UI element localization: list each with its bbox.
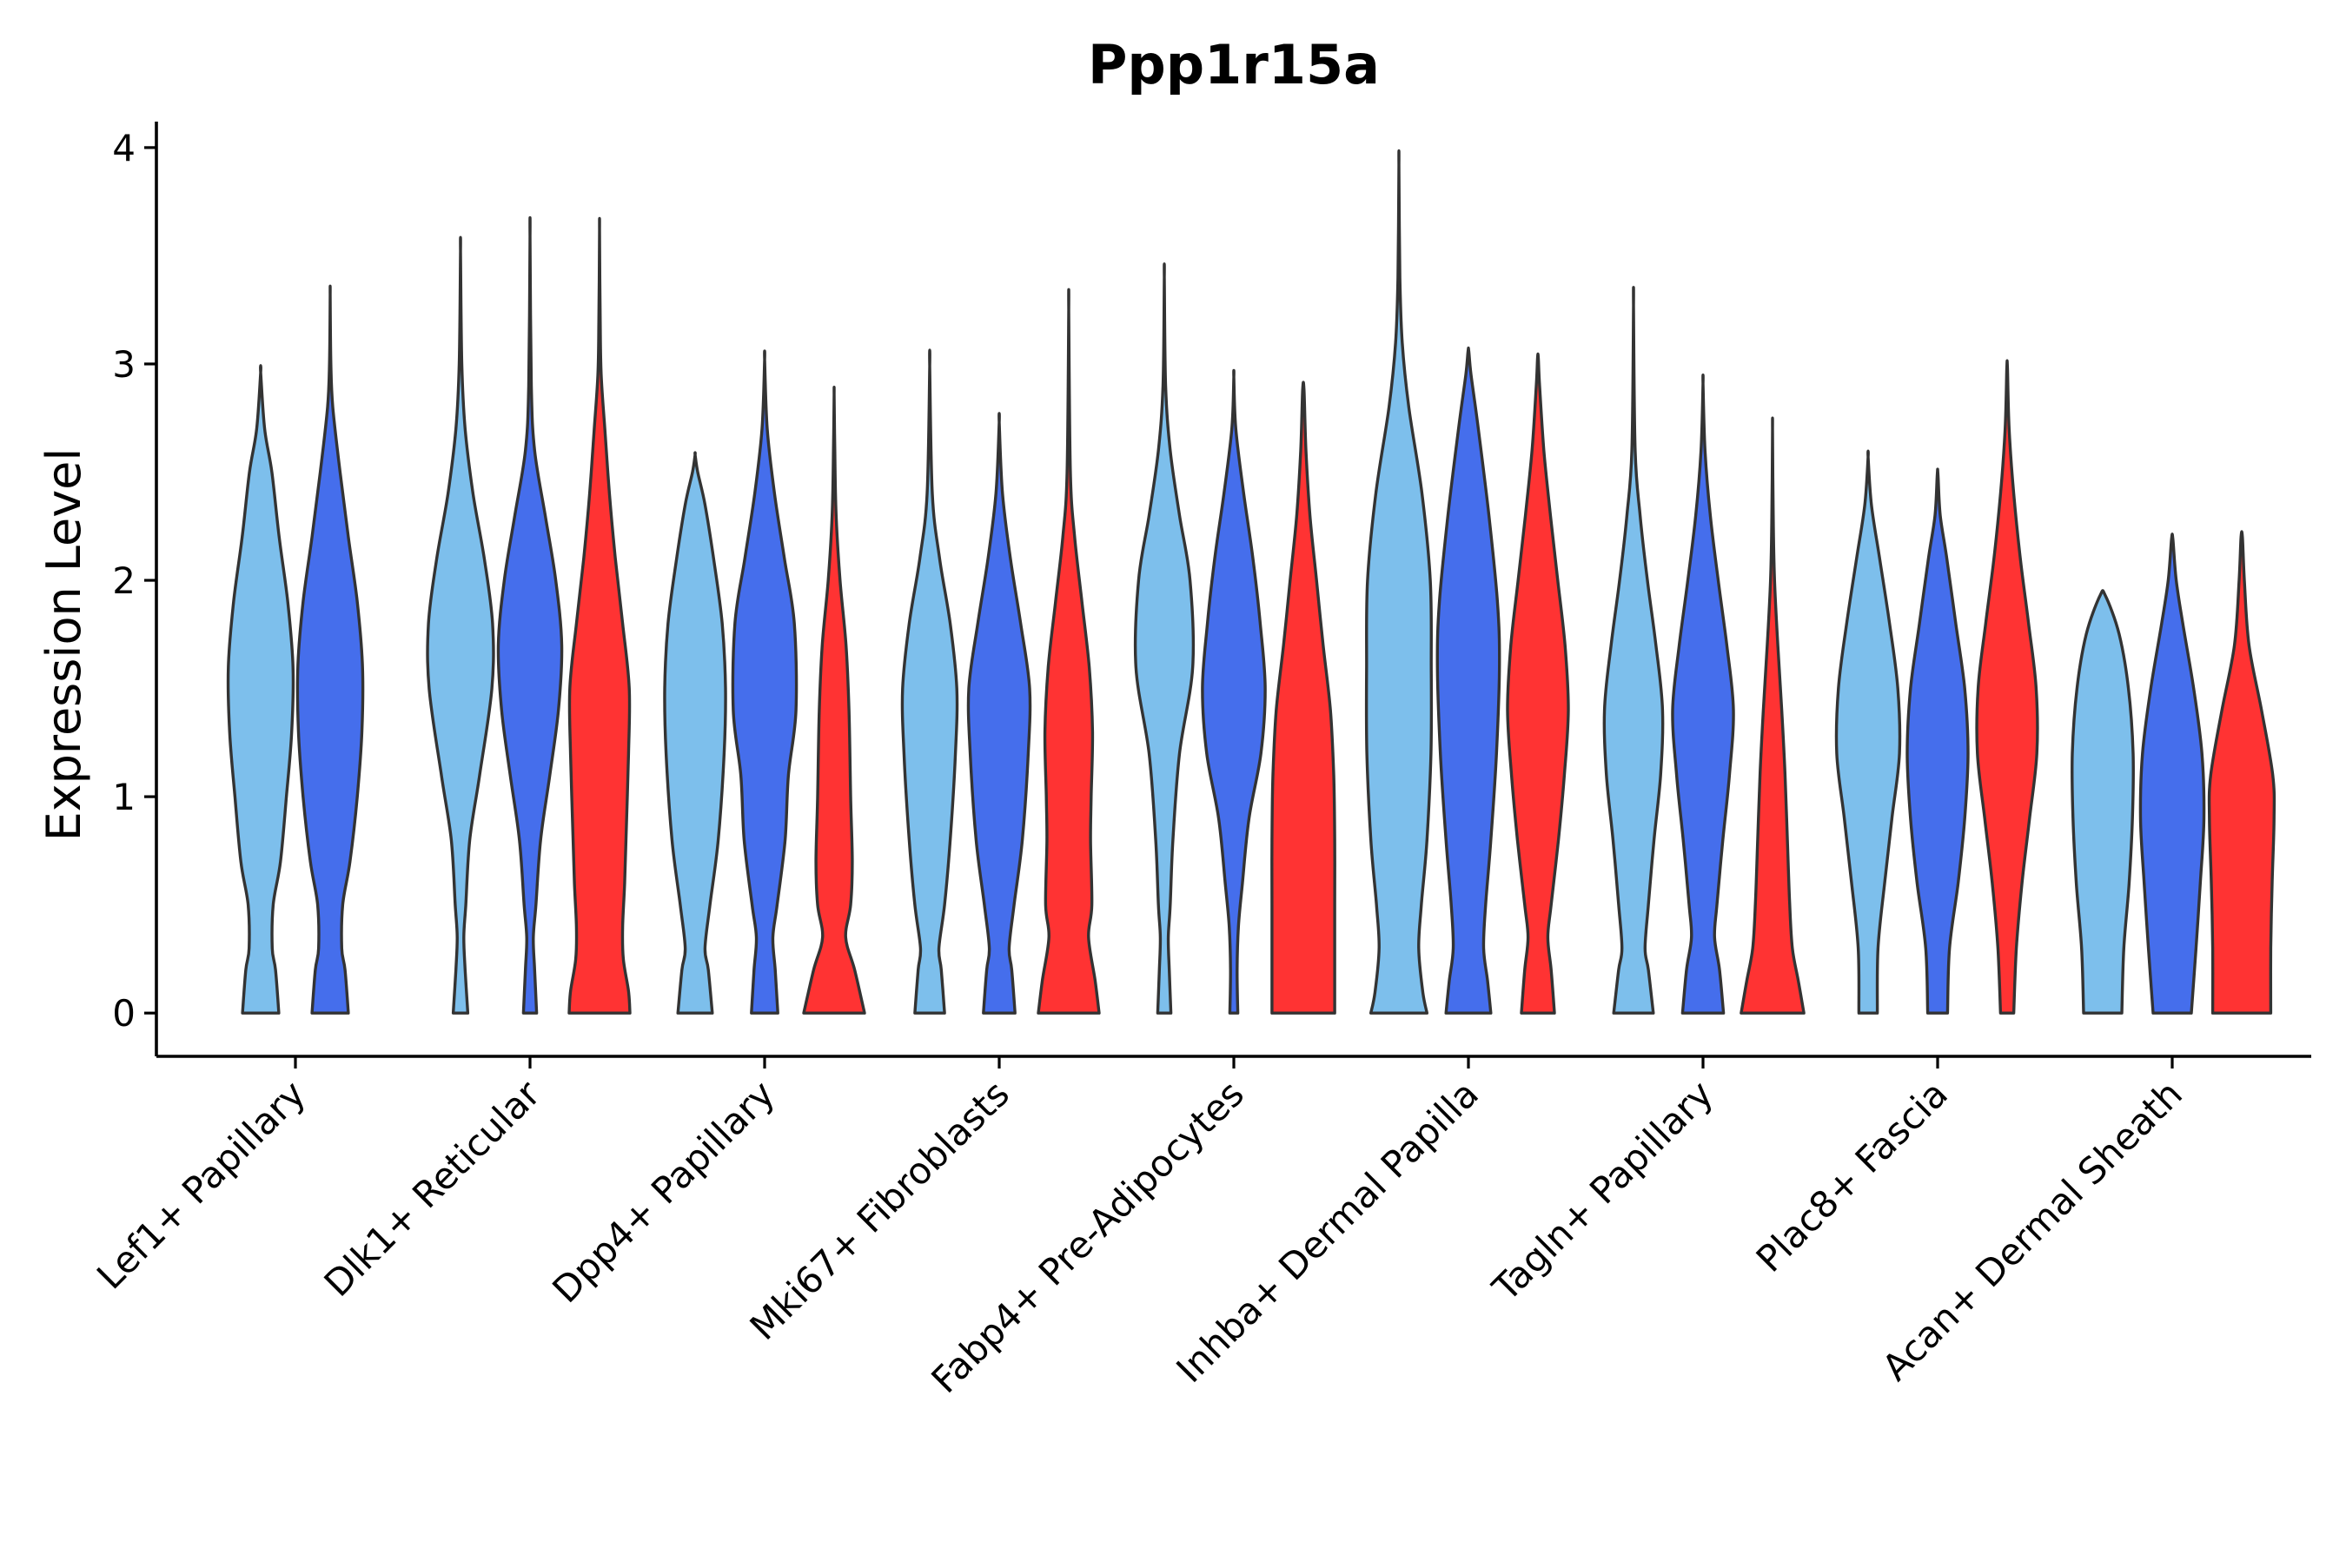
violin-blue — [1905, 467, 1970, 1015]
y-tick-label: 0 — [112, 992, 136, 1035]
violin-red — [2207, 530, 2276, 1015]
y-axis-label: Expression Level — [36, 448, 91, 842]
violin-blue — [1671, 374, 1735, 1015]
x-tick-label: Plac8+ Fascia — [1748, 1072, 1956, 1280]
violin-red — [1975, 359, 2039, 1015]
violin-red — [1270, 380, 1336, 1015]
violin-blue — [1435, 346, 1501, 1015]
violin-light_blue — [226, 364, 295, 1015]
y-tick-label: 1 — [112, 776, 136, 818]
violin-group — [2071, 530, 2276, 1015]
x-tick-label: Dpp4+ Papillary — [544, 1072, 783, 1311]
y-tick-label: 2 — [112, 559, 136, 602]
violin-group — [426, 215, 632, 1015]
violin-blue — [731, 349, 799, 1015]
violin-light_blue — [1133, 262, 1196, 1015]
violin-red — [1037, 288, 1101, 1015]
violin-group — [1364, 149, 1570, 1015]
violin-light_blue — [1834, 449, 1902, 1015]
violin-blue — [496, 215, 564, 1015]
violin-group — [1133, 262, 1336, 1015]
violin-light_blue — [1602, 286, 1665, 1015]
y-tick-label: 4 — [112, 127, 136, 169]
violin-group — [1834, 359, 2039, 1015]
violin-group — [226, 284, 365, 1015]
violin-blue — [1201, 368, 1267, 1015]
violin-group — [1602, 286, 1806, 1015]
x-tick-label: Dlk1+ Reticular — [316, 1072, 549, 1305]
violin-light_blue — [426, 235, 495, 1015]
violin-red — [802, 386, 866, 1015]
violin-group — [663, 349, 866, 1015]
violin-blue — [966, 412, 1032, 1015]
violin-red — [1506, 352, 1570, 1015]
y-tick-label: 3 — [112, 343, 136, 386]
x-tick-label: Tagln+ Papillary — [1484, 1072, 1721, 1309]
violin-light_blue — [900, 348, 959, 1015]
violin-red — [567, 216, 632, 1015]
violin-light_blue — [1364, 149, 1434, 1015]
violin-blue — [295, 284, 365, 1015]
x-tick-label: Lef1+ Papillary — [89, 1072, 314, 1297]
violin-light_blue — [663, 451, 727, 1015]
violin-group — [900, 288, 1101, 1015]
chart-title: Ppp1r15a — [1088, 33, 1380, 96]
x-tick-label: Mki67+ Fibroblasts — [742, 1072, 1017, 1347]
violin-light_blue — [2071, 589, 2135, 1015]
violin-red — [1740, 416, 1806, 1015]
violin-blue — [2138, 533, 2206, 1015]
violins-layer — [226, 149, 2276, 1015]
